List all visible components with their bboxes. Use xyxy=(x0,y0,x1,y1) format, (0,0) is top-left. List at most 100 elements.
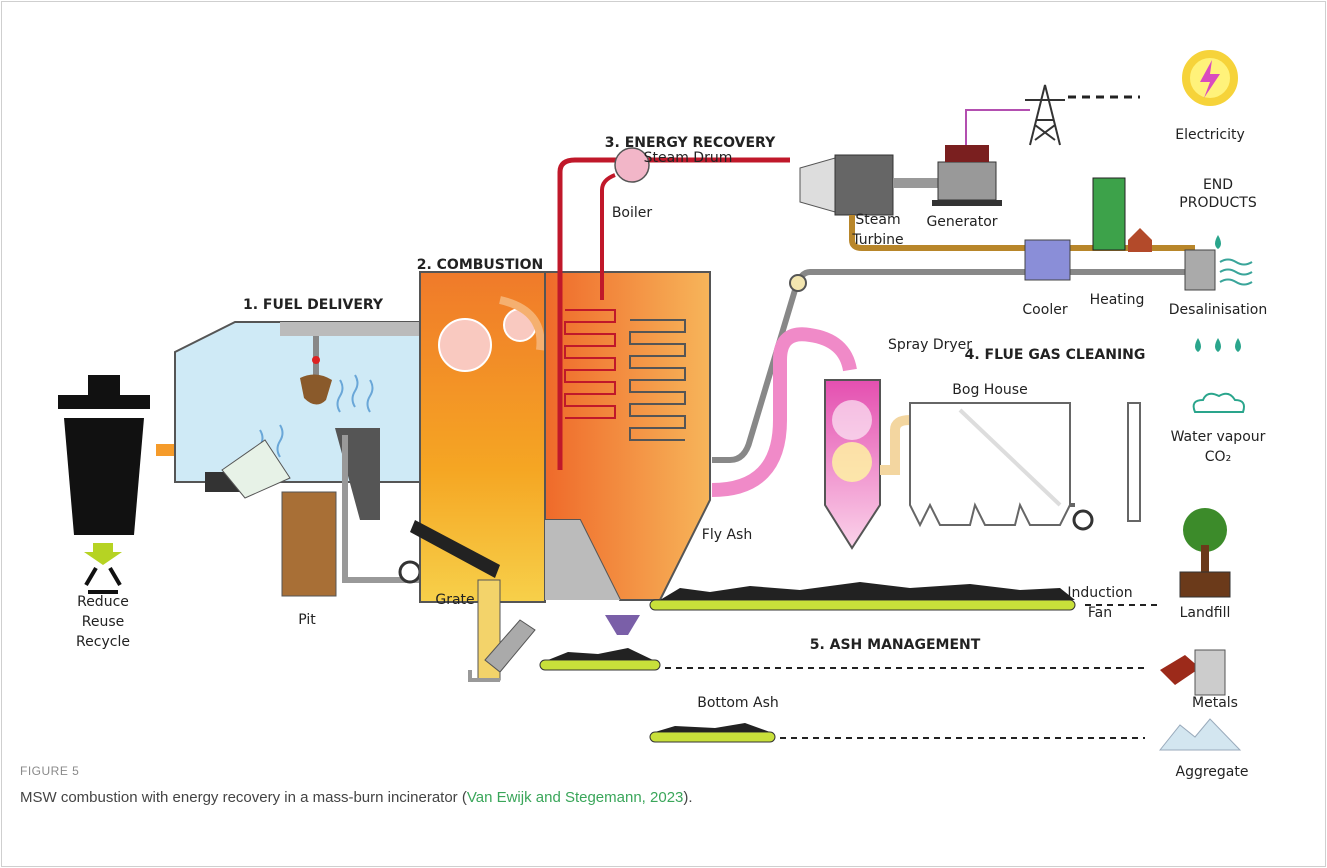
component-label: Boiler xyxy=(612,205,653,221)
product-label: Landfill xyxy=(1180,605,1231,621)
bag-house xyxy=(909,402,1071,528)
drops xyxy=(1195,338,1241,352)
end-products-title: END xyxy=(1203,177,1233,193)
product-label: CO₂ xyxy=(1205,449,1231,465)
component-label: Turbine xyxy=(851,232,903,248)
stage-label: 4. FLUE GAS CLEANING xyxy=(965,347,1146,363)
component-label: Grate xyxy=(435,592,474,608)
figure-label: FIGURE 5 xyxy=(20,764,79,778)
desalinator xyxy=(1184,249,1216,291)
spray xyxy=(832,400,872,440)
metal-roll xyxy=(1194,649,1226,696)
chute xyxy=(468,670,500,682)
conveyor xyxy=(649,731,776,743)
house xyxy=(1128,228,1152,252)
component-label: Steam Drum xyxy=(644,150,733,166)
truck-body xyxy=(221,439,291,499)
product-label: Electricity xyxy=(1175,127,1245,143)
caption: MSW combustion with energy recovery in a… xyxy=(20,789,693,806)
component-label: Bottom Ash xyxy=(697,695,779,711)
recycle-label: Reduce xyxy=(77,594,129,610)
induction-fan xyxy=(1072,509,1094,531)
fan-wheel xyxy=(398,560,422,584)
gas-path xyxy=(958,408,1062,507)
component-label: Fan xyxy=(1088,605,1112,621)
crane-rail xyxy=(280,322,420,336)
aggregate xyxy=(1158,718,1242,751)
component-label: Fly Ash xyxy=(702,527,752,543)
water xyxy=(1219,258,1253,286)
bin-handle xyxy=(88,375,120,397)
steam-pipe xyxy=(557,157,790,470)
cooler xyxy=(1024,239,1071,281)
component-label: Generator xyxy=(926,214,997,230)
terminals xyxy=(945,145,989,162)
conveyor xyxy=(649,599,1076,611)
turbine-cone xyxy=(799,157,836,213)
component-label: Cooler xyxy=(1022,302,1067,318)
caption-text: MSW combustion with energy recovery in a… xyxy=(20,789,467,806)
recycle-icon xyxy=(84,566,122,594)
grate xyxy=(410,520,500,578)
stage-label: 1. FUEL DELIVERY xyxy=(243,297,384,313)
ash-hopper xyxy=(545,520,620,600)
labels: 1. FUEL DELIVERY 2. COMBUSTION 3. ENERGY… xyxy=(76,127,1267,780)
shaft xyxy=(893,178,938,188)
product-label: Metals xyxy=(1192,695,1238,711)
coil xyxy=(629,319,686,441)
grab xyxy=(300,374,332,405)
turbine xyxy=(834,154,894,216)
pit xyxy=(281,491,337,597)
component-label: Pit xyxy=(298,612,316,628)
generator xyxy=(937,161,997,201)
fuel-hall xyxy=(174,321,421,483)
pump xyxy=(789,274,807,292)
metal xyxy=(1160,655,1200,685)
pylon xyxy=(1025,84,1065,146)
flow-arrow xyxy=(499,296,545,351)
coil xyxy=(564,309,616,419)
steam-drum xyxy=(614,147,650,183)
burner xyxy=(438,318,492,372)
caption-tail: ). xyxy=(683,789,692,806)
stage-label: 3. ENERGY RECOVERY xyxy=(605,135,776,151)
stage-label: 5. ASH MANAGEMENT xyxy=(810,637,981,653)
stage-label: 2. COMBUSTION xyxy=(417,257,544,273)
bolt xyxy=(1200,60,1220,98)
drop xyxy=(1215,235,1221,249)
component-label: Bog House xyxy=(952,382,1027,398)
flue-duct xyxy=(711,327,857,497)
cloud xyxy=(1192,392,1245,413)
heating-building xyxy=(1092,177,1126,251)
product-label: Aggregate xyxy=(1176,764,1249,780)
component-label: Spray Dryer xyxy=(888,337,972,353)
recycle-label: Recycle xyxy=(76,634,130,650)
feed-pipe xyxy=(342,435,420,583)
component-label: Induction xyxy=(1067,585,1132,601)
return-pipe xyxy=(712,269,1195,463)
spray xyxy=(832,442,872,482)
product-label: Water vapour xyxy=(1171,429,1266,445)
ash-pile xyxy=(660,582,1075,600)
diagram xyxy=(58,50,1253,751)
dashed-arrows xyxy=(665,604,1160,739)
ash-pile xyxy=(548,648,653,660)
hot-pipe xyxy=(849,215,1195,251)
citation-link[interactable]: Van Ewijk and Stegemann, 2023 xyxy=(467,789,684,806)
bin xyxy=(64,418,144,535)
stack xyxy=(1127,402,1141,522)
ash-elevator xyxy=(484,619,536,673)
crane-light xyxy=(312,356,320,364)
generator-base xyxy=(932,200,1002,206)
component-label: Steam xyxy=(855,212,900,228)
ash-pile xyxy=(655,723,770,732)
down-arrow xyxy=(84,543,122,565)
recycle-label: Reuse xyxy=(82,614,125,630)
power-line xyxy=(965,109,1030,145)
landfill xyxy=(1179,508,1231,598)
conveyor xyxy=(539,659,661,671)
component-label: Heating xyxy=(1090,292,1145,308)
bin-lid xyxy=(58,395,150,409)
magnet xyxy=(605,615,640,635)
